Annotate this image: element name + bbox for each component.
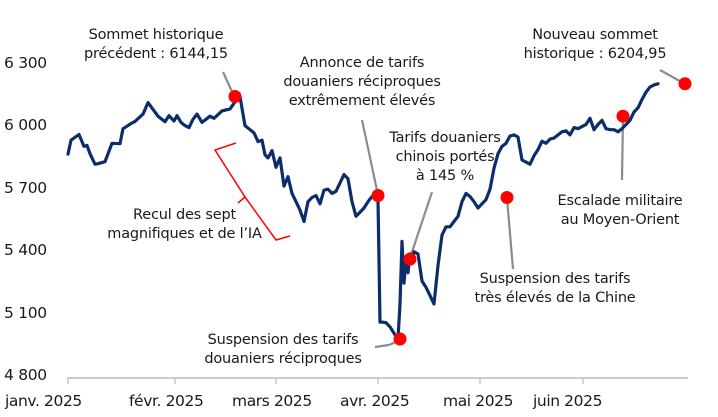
x-tick-label: mars 2025 (232, 392, 312, 410)
annotation-middle-east: Escalade militaire au Moyen-Orient (557, 193, 683, 228)
event-marker (403, 252, 417, 266)
annotation-previous-peak: Sommet historique précédent : 6144,15 (84, 27, 228, 62)
event-marker (371, 189, 385, 202)
index-line-series (66, 82, 660, 341)
annotation-tariff-announcement: Annonce de tarifs douaniers réciproques ex… (283, 55, 441, 109)
x-tick-label: janv. 2025 (5, 392, 82, 410)
y-tick-label: 4 800 (4, 366, 47, 384)
event-marker (616, 109, 630, 123)
x-axis-ticks (67, 378, 584, 384)
x-tick-label: mai 2025 (443, 392, 514, 410)
y-tick-label: 6 000 (4, 116, 47, 134)
x-tick-label: avr. 2025 (340, 392, 410, 410)
y-tick-label: 5 100 (4, 304, 47, 322)
annotation-china-suspension: Suspension des tarifs très élevés de la C… (474, 271, 636, 306)
event-marker (228, 90, 242, 103)
event-marker (393, 332, 407, 346)
x-tick-label: juin 2025 (533, 392, 603, 410)
annotation-magnificent-seven: Recul des sept magnifiques et de l’IA (107, 207, 262, 242)
x-tick-label: févr. 2025 (129, 392, 204, 410)
annotation-china-145: Tarifs douaniers chinois portés à 145 % (389, 130, 501, 184)
event-marker (500, 191, 514, 204)
bracket-annotation (213, 142, 291, 241)
annotation-reciprocal-suspension: Suspension des tarifs douaniers réciproqu… (204, 332, 362, 367)
event-marker (678, 77, 692, 91)
y-tick-label: 6 300 (4, 54, 47, 72)
y-tick-label: 5 700 (4, 179, 47, 197)
event-markers (228, 77, 692, 346)
y-tick-label: 5 400 (4, 241, 47, 259)
annotation-new-peak: Nouveau sommet historique : 6204,95 (523, 27, 667, 62)
